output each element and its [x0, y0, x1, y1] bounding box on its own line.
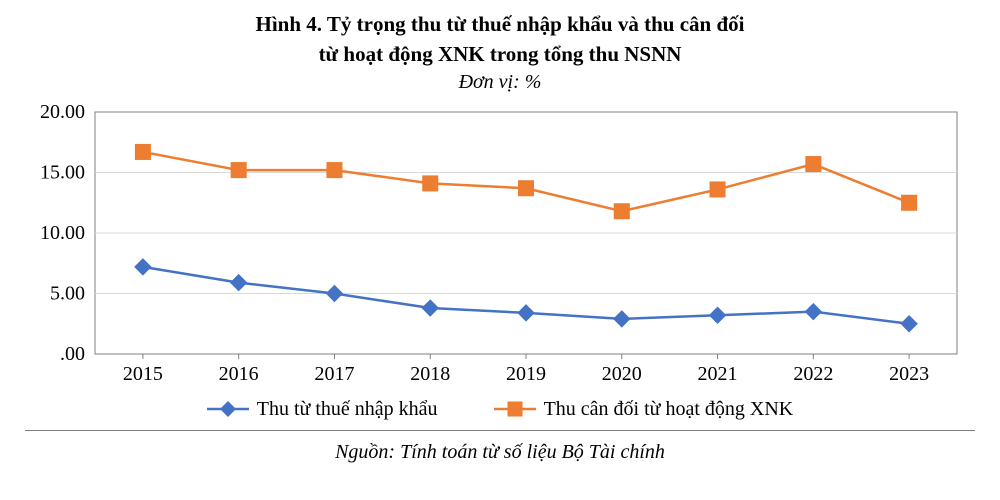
svg-text:2023: 2023 [889, 363, 929, 385]
svg-text:5.00: 5.00 [50, 282, 85, 304]
svg-text:2021: 2021 [698, 363, 738, 385]
svg-text:2016: 2016 [219, 363, 259, 385]
svg-text:2022: 2022 [793, 363, 833, 385]
chart-plot: .00 5.00 10.00 15.00 20.00 2015 2016 2017 2018 20… [25, 100, 975, 390]
svg-text:2017: 2017 [314, 363, 354, 385]
chart-legend: Thu từ thuế nhập khẩu Thu cân đối từ hoạt… [20, 398, 980, 425]
legend-label: Thu từ thuế nhập khẩu [257, 398, 438, 421]
svg-text:10.00: 10.00 [40, 222, 85, 244]
svg-text:2020: 2020 [602, 363, 642, 385]
svg-text:2015: 2015 [123, 363, 163, 385]
chart-source: Nguồn: Tính toán từ số liệu Bộ Tài chính [20, 441, 980, 464]
legend-item: Thu cân đối từ hoạt động XNK [494, 398, 794, 421]
source-divider [25, 430, 975, 431]
legend-swatch-icon [207, 400, 249, 418]
svg-text:2018: 2018 [410, 363, 450, 385]
svg-text:20.00: 20.00 [40, 101, 85, 123]
unit-label: Đơn vị: % [20, 71, 980, 94]
legend-item: Thu từ thuế nhập khẩu [207, 398, 438, 421]
legend-label: Thu cân đối từ hoạt động XNK [544, 398, 794, 421]
svg-text:2019: 2019 [506, 363, 546, 385]
chart-title-line1: Hình 4. Tỷ trọng thu từ thuế nhập khẩu v… [20, 10, 980, 38]
legend-swatch-icon [494, 400, 536, 418]
svg-text:.00: .00 [60, 343, 85, 365]
chart-title-line2: từ hoạt động XNK trong tổng thu NSNN [20, 40, 980, 68]
svg-text:15.00: 15.00 [40, 161, 85, 183]
